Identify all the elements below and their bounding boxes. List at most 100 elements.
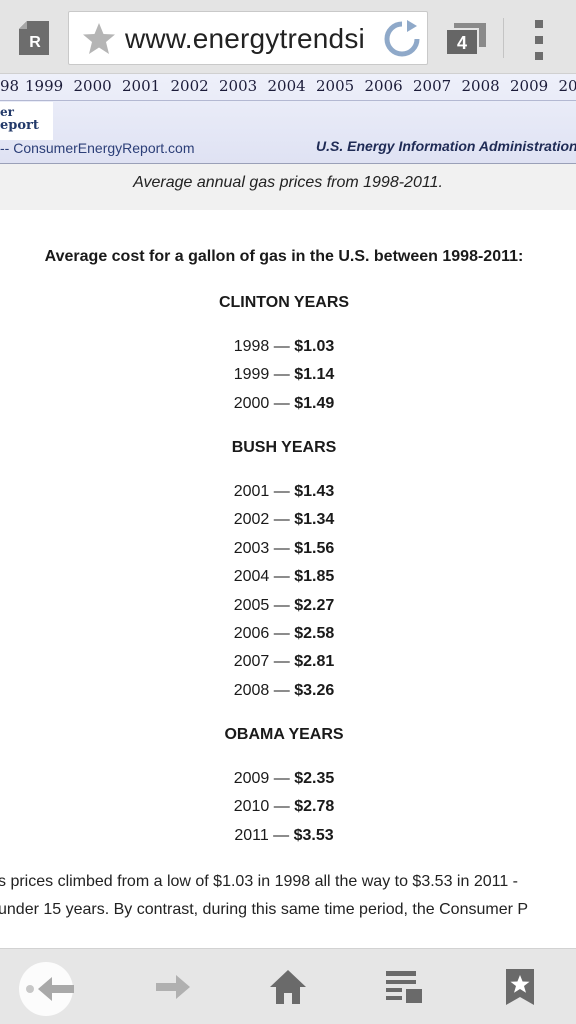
price-year: 2003 (233, 539, 270, 557)
year-label: 2007 (413, 77, 452, 95)
section-title: OBAMA YEARS (224, 726, 344, 743)
price-value: $2.35 (294, 770, 335, 787)
year-label: 2005 (316, 77, 355, 95)
price-row: 2008 — $3.26 (0, 682, 568, 704)
paragraph-line-1: s prices climbed from a low of $1.03 in … (0, 873, 518, 890)
price-row: 2007 — $2.81 (0, 653, 568, 675)
logo-text-line1: er (0, 105, 14, 119)
reload-icon[interactable] (383, 20, 421, 58)
price-value: $2.81 (294, 653, 335, 671)
source-credit-left: -- ConsumerEnergyReport.com (0, 140, 195, 156)
bookmark-star-icon (506, 969, 534, 1005)
reading-list-button[interactable] (384, 967, 424, 1007)
logo-text-line2: eport (0, 118, 39, 133)
price-year: 2004 (233, 568, 270, 586)
price-value: $1.49 (294, 394, 335, 412)
axis-line (0, 100, 576, 101)
section-title: CLINTON YEARS (218, 294, 350, 311)
url-text[interactable]: www.energytrendsi (125, 23, 365, 54)
price-value: $2.58 (294, 625, 335, 642)
year-label: 20 (558, 77, 576, 95)
price-separator: — (269, 798, 295, 816)
chart-image-crop: 98 1999 2000 2001 2002 2003 2004 2005 2006 2007 20… (0, 74, 576, 164)
price-separator: — (269, 539, 295, 557)
price-separator: — (269, 511, 295, 529)
price-value: $1.34 (294, 511, 335, 529)
price-row: 2004 — $1.85 (0, 568, 568, 590)
section-title: BUSH YEARS (231, 439, 337, 456)
year-label: 2008 (461, 77, 500, 95)
price-row: 2005 — $2.27 (0, 597, 568, 619)
tabs-button[interactable]: 4 (444, 21, 488, 57)
year-label: 2006 (364, 77, 403, 95)
price-year: 2005 (233, 596, 270, 614)
price-year: 2002 (233, 511, 270, 529)
price-value: $1.85 (294, 568, 335, 586)
paragraph-line-2: under 15 years. By contrast, during this… (0, 901, 529, 918)
price-value: $1.14 (294, 366, 335, 384)
forward-arrow-icon (156, 975, 190, 999)
price-separator: — (269, 653, 295, 671)
price-separator: — (269, 483, 295, 500)
year-label: 2009 (510, 77, 549, 95)
price-separator: — (269, 625, 295, 642)
browser-toolbar: R www.energytrendsi 4 (0, 0, 576, 74)
price-separator: — (269, 394, 295, 412)
price-row: 2000 — $1.49 (0, 395, 568, 417)
price-row: 1999 — $1.14 (0, 366, 568, 388)
price-year: 1999 (233, 366, 270, 384)
price-separator: — (269, 596, 295, 614)
price-value: $1.03 (294, 338, 335, 355)
price-value: $1.43 (294, 483, 335, 500)
home-button[interactable] (268, 967, 308, 1007)
tabs-icon: 4 (445, 23, 486, 56)
year-label: 2000 (73, 77, 112, 95)
price-row: 2011 — $3.53 (0, 827, 568, 849)
reader-mode-button[interactable]: R (19, 21, 49, 55)
price-value: $1.56 (294, 539, 335, 557)
price-year: 2000 (233, 394, 270, 412)
article-heading: Average cost for a gallon of gas in the … (44, 248, 524, 265)
price-separator: — (269, 770, 295, 787)
bookmark-star-outline-icon[interactable] (81, 21, 117, 57)
price-year: 2001 (233, 483, 270, 500)
price-separator: — (269, 366, 295, 384)
price-separator: — (268, 826, 294, 844)
price-row: 2002 — $1.34 (0, 511, 568, 533)
price-year: 2010 (233, 798, 270, 816)
price-separator: — (269, 681, 295, 699)
price-value: $3.26 (294, 681, 335, 699)
year-label: 2003 (219, 77, 258, 95)
back-button[interactable] (18, 961, 74, 1017)
home-icon (270, 970, 306, 1004)
image-caption-band: Average annual gas prices from 1998-2011… (0, 164, 576, 210)
price-year: 2009 (233, 770, 270, 787)
overflow-menu-button[interactable] (532, 20, 546, 60)
more-vertical-icon (535, 20, 543, 60)
price-row: 2006 — $2.58 (0, 625, 568, 647)
site-logo: er eport (0, 102, 53, 140)
price-year: 2007 (233, 653, 270, 671)
back-arrow-icon (19, 962, 74, 1016)
price-year: 2006 (233, 625, 270, 642)
toolbar-divider (503, 18, 504, 58)
year-label: 98 (0, 77, 20, 95)
source-credit-right: U.S. Energy Information Administration (316, 138, 576, 154)
bookmarks-button[interactable] (500, 967, 540, 1007)
year-label: 2002 (170, 77, 209, 95)
forward-button[interactable] (154, 967, 194, 1007)
image-caption: Average annual gas prices from 1998-2011… (133, 174, 443, 191)
price-separator: — (269, 568, 295, 586)
price-row: 2001 — $1.43 (0, 483, 568, 505)
tab-count: 4 (457, 33, 467, 53)
address-bar[interactable]: www.energytrendsi (68, 11, 428, 65)
price-row: 2009 — $2.35 (0, 770, 568, 792)
year-axis-labels: 98 1999 2000 2001 2002 2003 2004 2005 2006 2007 20… (0, 77, 576, 97)
price-year: 1998 (233, 338, 270, 355)
reading-list-icon (386, 971, 422, 1003)
year-label: 2004 (267, 77, 306, 95)
price-row: 2003 — $1.56 (0, 540, 568, 562)
reader-mode-icon: R (19, 21, 49, 55)
price-separator: — (269, 338, 295, 355)
price-year: 2011 (234, 826, 269, 844)
